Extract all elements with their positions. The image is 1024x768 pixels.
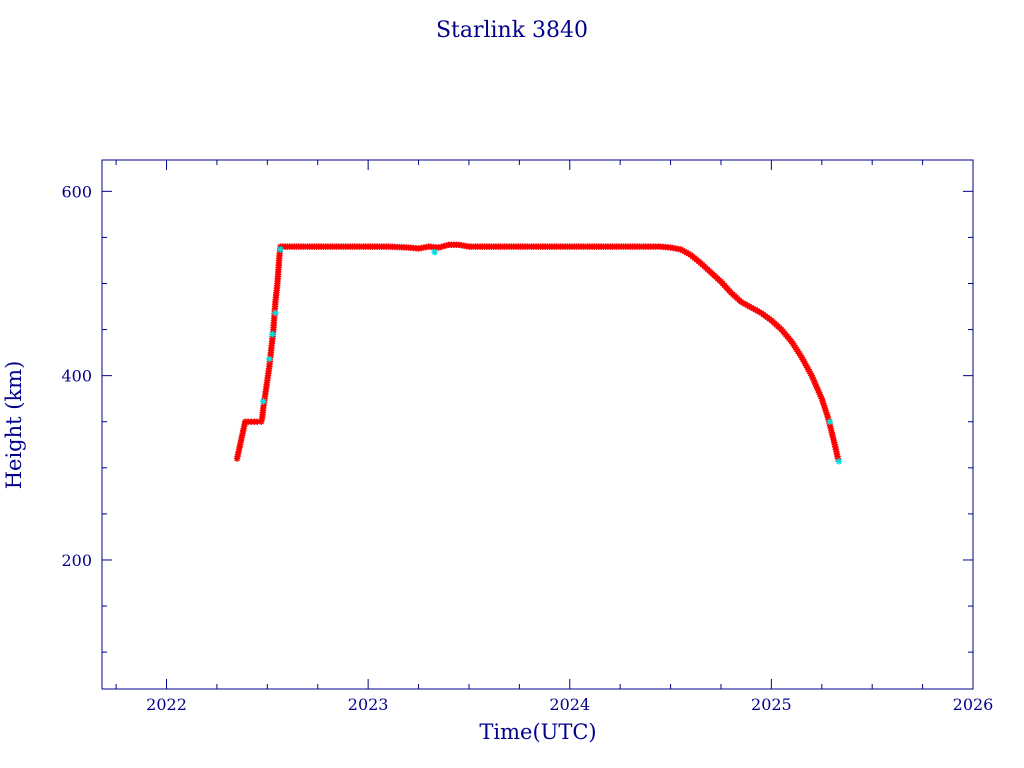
y-axis-label: Height (km) xyxy=(2,361,26,490)
x-tick-label: 2024 xyxy=(549,695,590,714)
tick-labels: 2022 2023 2024 2025 2026 200 400 600 xyxy=(61,182,993,714)
data-point xyxy=(260,398,267,405)
x-tick-label: 2025 xyxy=(751,695,792,714)
data-point xyxy=(269,330,276,338)
data-point xyxy=(826,418,834,425)
data-point xyxy=(835,458,843,465)
data-point xyxy=(266,355,273,363)
data-point xyxy=(277,246,284,253)
data-point xyxy=(272,309,279,317)
plot-frame xyxy=(101,159,974,690)
y-tick-label: 400 xyxy=(61,367,92,386)
chart-title: Starlink 3840 xyxy=(436,18,588,43)
x-tick-label: 2023 xyxy=(348,695,389,714)
y-tick-label: 600 xyxy=(61,182,92,201)
y-tick-label: 200 xyxy=(61,551,92,570)
x-tick-label: 2022 xyxy=(146,695,187,714)
data-point xyxy=(254,418,261,425)
data-points xyxy=(233,241,843,465)
axis-ticks xyxy=(102,160,974,689)
data-point xyxy=(431,248,438,256)
x-tick-label: 2026 xyxy=(953,695,994,714)
x-axis-label: Time(UTC) xyxy=(479,720,596,744)
